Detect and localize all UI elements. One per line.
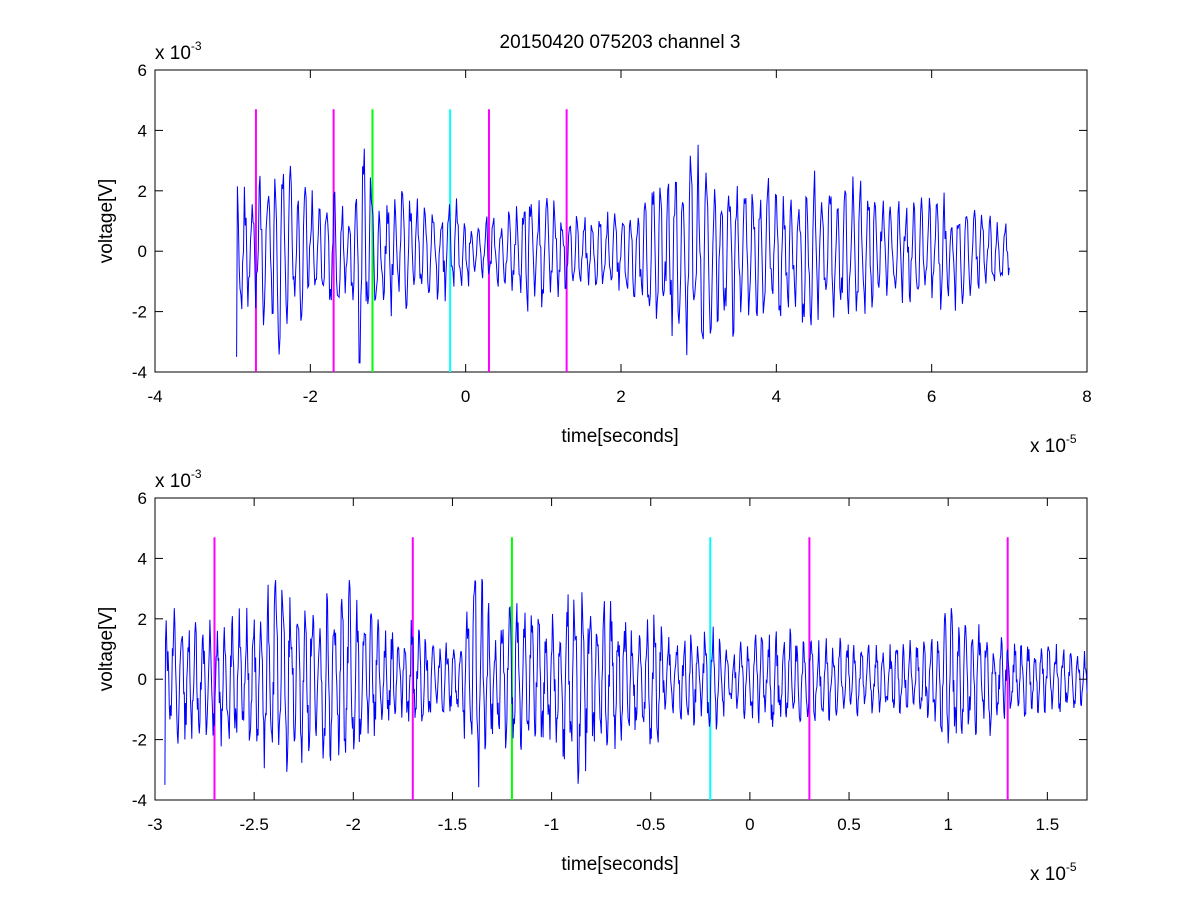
- bottom-y-ticks: -4 -2 0 2 4 6: [132, 489, 1087, 810]
- top-y-tick-label: 6: [138, 61, 147, 80]
- top-y-tick-label: 2: [138, 182, 147, 201]
- bottom-x-multiplier-exponent: -5: [1066, 860, 1077, 874]
- bottom-x-tick-label: -3: [147, 815, 162, 834]
- bottom-y-axis-label: voltage[V]: [96, 607, 117, 692]
- top-x-multiplier-base: x 10: [1030, 436, 1066, 457]
- top-x-axis-label: time[seconds]: [561, 426, 678, 447]
- bottom-x-tick-label: -2: [346, 815, 361, 834]
- bottom-x-tick-label: 1: [943, 815, 952, 834]
- bottom-x-tick-label: 0.5: [837, 815, 861, 834]
- figure-title: 20150420 075203 channel 3: [500, 32, 741, 53]
- top-axes-box: [154, 69, 1088, 373]
- bottom-axes-box: [154, 497, 1088, 801]
- bottom-x-axis-label: time[seconds]: [561, 854, 678, 875]
- bottom-x-tick-label: 1.5: [1036, 815, 1060, 834]
- top-x-tick-label: 4: [772, 387, 781, 406]
- top-y-multiplier: x 10-3: [155, 39, 202, 64]
- top-y-tick-label: 4: [138, 121, 147, 140]
- top-voltage-trace: [236, 144, 1010, 364]
- bottom-voltage-trace: [164, 578, 1088, 788]
- top-axes: -4 -2 0 2 4 6 8 -4 -2 0 2 4 6 time[seconds] voltage…: [96, 39, 1092, 457]
- top-x-tick-label: -4: [147, 387, 162, 406]
- top-y-multiplier-exponent: -3: [191, 39, 202, 53]
- bottom-x-tick-label: -1: [544, 815, 559, 834]
- top-y-tick-label: -4: [132, 363, 147, 382]
- top-x-tick-label: 8: [1082, 387, 1091, 406]
- top-x-tick-label: 0: [461, 387, 470, 406]
- top-x-multiplier: x 10-5: [1030, 432, 1077, 457]
- bottom-y-tick-label: 4: [138, 549, 147, 568]
- bottom-x-tick-label: 0: [745, 815, 754, 834]
- bottom-y-multiplier-base: x 10: [155, 471, 191, 492]
- bottom-axes: -3 -2.5 -2 -1.5 -1 -0.5 0 0.5 1 1.5 -4 -2 0 2 4 6 time…: [96, 467, 1088, 885]
- bottom-x-tick-label: -2.5: [240, 815, 269, 834]
- bottom-y-tick-label: -2: [132, 731, 147, 750]
- bottom-x-ticks: -3 -2.5 -2 -1.5 -1 -0.5 0 0.5 1 1.5: [147, 498, 1059, 834]
- bottom-y-tick-label: 6: [138, 489, 147, 508]
- top-y-axis-label: voltage[V]: [96, 179, 117, 264]
- bottom-x-tick-label: -1.5: [438, 815, 467, 834]
- top-y-ticks: -4 -2 0 2 4 6: [132, 61, 1087, 382]
- top-x-ticks: -4 -2 0 2 4 6 8: [147, 70, 1092, 406]
- top-y-tick-label: -2: [132, 303, 147, 322]
- bottom-x-multiplier-base: x 10: [1030, 864, 1066, 885]
- bottom-y-multiplier-exponent: -3: [191, 467, 202, 481]
- top-x-multiplier-exponent: -5: [1066, 432, 1077, 446]
- top-y-tick-label: 0: [138, 242, 147, 261]
- bottom-x-tick-label: -0.5: [636, 815, 665, 834]
- top-x-tick-label: 2: [616, 387, 625, 406]
- top-x-tick-label: -2: [303, 387, 318, 406]
- bottom-y-tick-label: 2: [138, 610, 147, 629]
- top-marker-lines: [254, 109, 568, 372]
- bottom-x-multiplier: x 10-5: [1030, 860, 1077, 885]
- bottom-y-tick-label: 0: [138, 670, 147, 689]
- bottom-y-tick-label: -4: [132, 791, 147, 810]
- top-y-multiplier-base: x 10: [155, 43, 191, 64]
- top-x-tick-label: 6: [927, 387, 936, 406]
- bottom-y-multiplier: x 10-3: [155, 467, 202, 492]
